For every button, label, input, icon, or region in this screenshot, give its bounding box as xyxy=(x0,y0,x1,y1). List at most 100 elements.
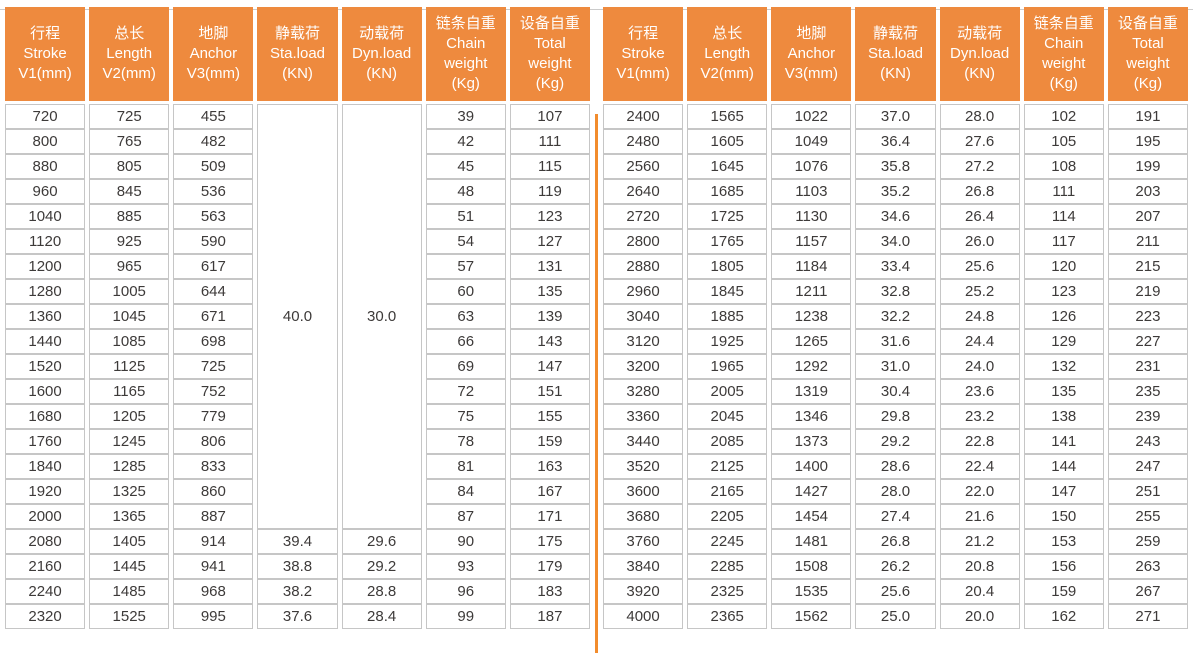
table-cell: 51 xyxy=(425,204,506,229)
header-line: 总长 xyxy=(114,25,145,42)
table-row: 1600 1165 752 72 151 xyxy=(5,379,590,404)
table-cell: 239 xyxy=(1107,404,1188,429)
table-cell: 179 xyxy=(509,554,590,579)
table-cell: 21.6 xyxy=(939,504,1020,529)
table-cell: 845 xyxy=(89,179,170,204)
table-cell: 227 xyxy=(1107,329,1188,354)
table-cell: 2000 xyxy=(5,504,86,529)
table-cell: 1238 xyxy=(771,304,852,329)
table-cell: 34.0 xyxy=(855,229,936,254)
table-cell: 143 xyxy=(509,329,590,354)
table-cell: 231 xyxy=(1107,354,1188,379)
table-cell: 32.2 xyxy=(855,304,936,329)
table-cell: 187 xyxy=(509,604,590,629)
table-cell: 153 xyxy=(1023,529,1104,554)
table-cell: 99 xyxy=(425,604,506,629)
table-cell: 1400 xyxy=(771,454,852,479)
table-cell: 2960 xyxy=(603,279,684,304)
table-header-row: 行程 Stroke V1(mm) 总长 Length V2(mm) 地脚 Anchor V3(m… xyxy=(5,7,590,104)
table-row: 2720 1725 1130 34.6 26.4 114 207 xyxy=(603,204,1188,229)
table-cell: 1292 xyxy=(771,354,852,379)
header-line: (Kg) xyxy=(451,75,480,92)
table-cell: 129 xyxy=(1023,329,1104,354)
table-cell: 2320 xyxy=(5,604,86,629)
table-cell: 54 xyxy=(425,229,506,254)
header-line: (KN) xyxy=(282,65,313,82)
table-cell: 35.8 xyxy=(855,154,936,179)
table-cell: 1454 xyxy=(771,504,852,529)
table-cell: 175 xyxy=(509,529,590,554)
table-cell: 24.8 xyxy=(939,304,1020,329)
table-cell: 247 xyxy=(1107,454,1188,479)
header-line: 设备自重 xyxy=(519,15,580,32)
header-line: V1(mm) xyxy=(18,65,72,82)
table-cell: 75 xyxy=(425,404,506,429)
table-cell: 26.0 xyxy=(939,229,1020,254)
table-cell: 3920 xyxy=(603,579,684,604)
header-line: Dyn.load xyxy=(352,45,412,62)
table-cell: 22.8 xyxy=(939,429,1020,454)
table-cell: 1885 xyxy=(687,304,768,329)
table-cell: 22.0 xyxy=(939,479,1020,504)
header-line: 动载荷 xyxy=(359,25,405,42)
table-cell: 482 xyxy=(173,129,254,154)
table-row: 4000 2365 1562 25.0 20.0 162 271 xyxy=(603,604,1188,629)
header-line: 链条自重 xyxy=(1033,15,1094,32)
table-cell: 26.4 xyxy=(939,204,1020,229)
table-cell: 33.4 xyxy=(855,254,936,279)
table-cell: 536 xyxy=(173,179,254,204)
table-cell: 805 xyxy=(89,154,170,179)
table-cell: 24.0 xyxy=(939,354,1020,379)
table-cell: 207 xyxy=(1107,204,1188,229)
header-line: 行程 xyxy=(30,25,61,42)
table-cell: 271 xyxy=(1107,604,1188,629)
table-row: 2240 1485 968 38.2 28.8 96 183 xyxy=(5,579,590,604)
table-row: 3440 2085 1373 29.2 22.8 141 243 xyxy=(603,429,1188,454)
spec-tables-container: 行程 Stroke V1(mm) 总长 Length V2(mm) 地脚 Anchor V3(m… xyxy=(0,7,1193,653)
table-row: 1520 1125 725 69 147 xyxy=(5,354,590,379)
table-cell: 167 xyxy=(509,479,590,504)
top-rule-line xyxy=(0,9,1193,10)
table-cell: 171 xyxy=(509,504,590,529)
table-cell: 195 xyxy=(1107,129,1188,154)
table-cell: 2285 xyxy=(687,554,768,579)
header-line: (Kg) xyxy=(1049,75,1078,92)
header-line: Stroke xyxy=(621,45,665,62)
table-row: 720 725 455 40.0 30.0 39 107 xyxy=(5,104,590,529)
table-cell: 29.2 xyxy=(341,554,422,579)
table-cell: 1605 xyxy=(687,129,768,154)
table-cell: 26.2 xyxy=(855,554,936,579)
table-cell: 23.2 xyxy=(939,404,1020,429)
table-cell: 563 xyxy=(173,204,254,229)
table-cell: 1645 xyxy=(687,154,768,179)
table-header-cell: 总长 Length V2(mm) xyxy=(687,7,768,104)
table-cell: 1565 xyxy=(687,104,768,129)
table-cell: 25.6 xyxy=(939,254,1020,279)
table-cell: 39 xyxy=(425,104,506,129)
table-cell: 2400 xyxy=(603,104,684,129)
table-cell: 2080 xyxy=(5,529,86,554)
table-cell: 255 xyxy=(1107,504,1188,529)
table-cell: 779 xyxy=(173,404,254,429)
table-cell: 60 xyxy=(425,279,506,304)
table-body-left: 720 725 455 40.0 30.0 39 107 800 765 482 42 111 880 8… xyxy=(5,104,590,629)
table-header-cell: 链条自重 Chain weight (Kg) xyxy=(1023,7,1104,104)
table-cell: 27.6 xyxy=(939,129,1020,154)
table-row: 2560 1645 1076 35.8 27.2 108 199 xyxy=(603,154,1188,179)
table-cell: 2720 xyxy=(603,204,684,229)
table-cell: 3520 xyxy=(603,454,684,479)
header-line: 静载荷 xyxy=(872,25,918,42)
table-cell: 1680 xyxy=(5,404,86,429)
table-header-cell: 静载荷 Sta.load (KN) xyxy=(855,7,936,104)
table-row: 3920 2325 1535 25.6 20.4 159 267 xyxy=(603,579,1188,604)
table-cell: 590 xyxy=(173,229,254,254)
table-header-cell: 地脚 Anchor V3(mm) xyxy=(771,7,852,104)
table-row: 2160 1445 941 38.8 29.2 93 179 xyxy=(5,554,590,579)
table-cell: 48 xyxy=(425,179,506,204)
table-header-left: 行程 Stroke V1(mm) 总长 Length V2(mm) 地脚 Anchor V3(m… xyxy=(5,7,590,104)
table-cell: 78 xyxy=(425,429,506,454)
table-cell: 1049 xyxy=(771,129,852,154)
table-cell: 126 xyxy=(1023,304,1104,329)
table-cell: 1205 xyxy=(89,404,170,429)
header-line: weight xyxy=(528,55,572,72)
